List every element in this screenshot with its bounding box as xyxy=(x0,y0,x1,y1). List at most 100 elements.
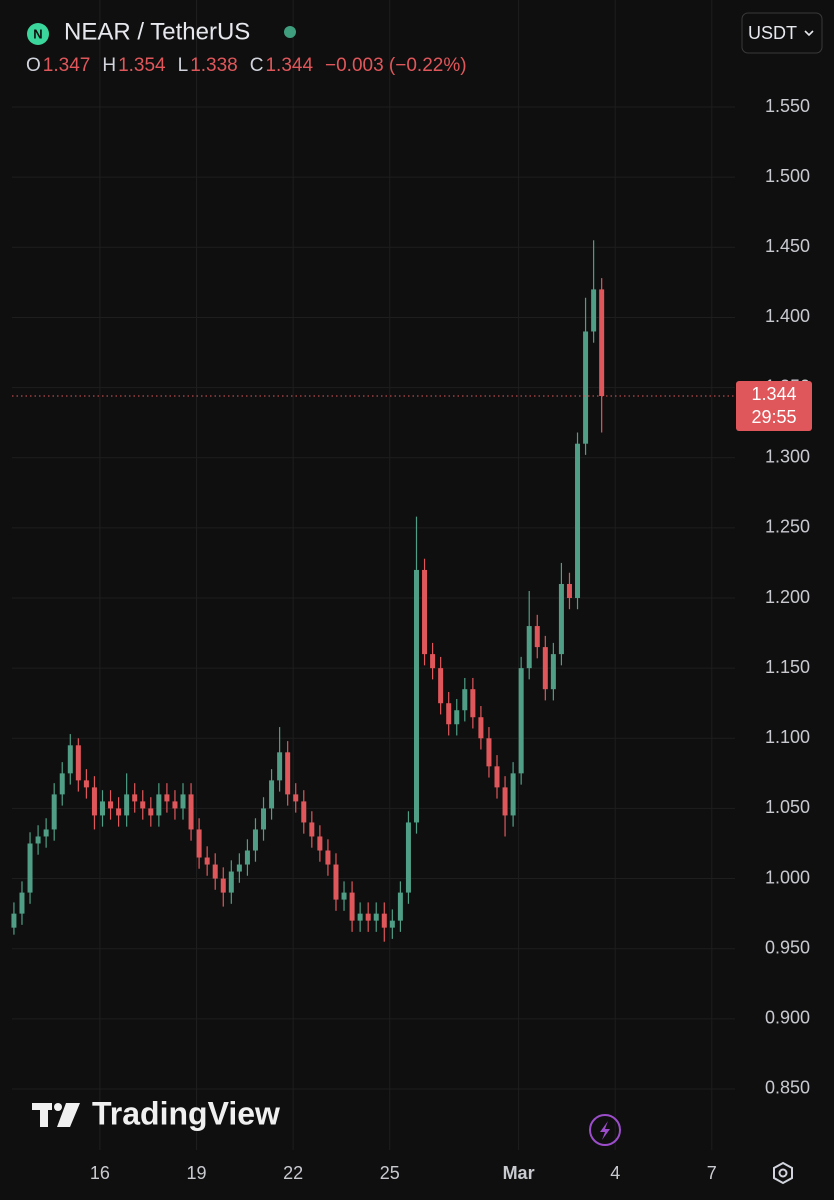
candle-body xyxy=(293,794,299,802)
y-tick-label: 1.100 xyxy=(765,727,810,747)
candle-body xyxy=(59,773,65,795)
legend-value: 1.344 xyxy=(265,55,313,76)
candle-body xyxy=(389,920,395,928)
y-tick-label: 0.900 xyxy=(765,1008,810,1028)
legend-value: 1.338 xyxy=(190,55,238,76)
candle-body xyxy=(252,829,258,851)
y-tick-label: 1.150 xyxy=(765,657,810,677)
legend-value: 1.354 xyxy=(118,55,166,76)
candle-body xyxy=(19,892,25,914)
candle-body xyxy=(220,878,226,893)
ohlc-legend: O 1.347 H 1.354 L 1.338 C 1.344 −0.003 (−0.22%) xyxy=(26,55,467,76)
symbol-logo xyxy=(27,23,49,45)
candle-body xyxy=(148,808,154,816)
candle-body xyxy=(357,913,363,921)
legend-change: −0.003 (−0.22%) xyxy=(325,55,467,76)
candle-body xyxy=(285,752,291,795)
candle-body xyxy=(180,794,186,809)
candle-body xyxy=(405,822,411,893)
candle-body xyxy=(526,626,532,669)
candle-body xyxy=(365,913,371,921)
candle-body xyxy=(422,569,428,655)
legend-key: O xyxy=(26,55,41,76)
y-tick-label: 1.500 xyxy=(765,166,810,186)
candle-body xyxy=(91,787,97,816)
candle-body xyxy=(550,654,556,690)
candle-body xyxy=(534,626,540,648)
candle-body xyxy=(83,780,89,788)
candle-body xyxy=(518,668,524,774)
candle-body xyxy=(244,850,250,865)
legend-value: 1.347 xyxy=(43,55,91,76)
candle-body xyxy=(27,843,33,893)
x-tick-label: 25 xyxy=(380,1163,400,1183)
candle-body xyxy=(510,773,516,816)
candle-body xyxy=(349,892,355,921)
grid: 0.850 0.900 0.950 1.000 1.050 1.100 1.150 1.200… xyxy=(12,0,810,1183)
candle-body xyxy=(196,829,202,858)
candle-body xyxy=(124,794,130,816)
candle-body xyxy=(413,569,419,823)
y-tick-label: 1.250 xyxy=(765,517,810,537)
legend-key: L xyxy=(178,55,189,76)
candle-body xyxy=(172,801,178,809)
candle-body xyxy=(454,710,460,725)
x-tick-label: 16 xyxy=(90,1163,110,1183)
candle-body xyxy=(599,289,605,397)
candle-body xyxy=(381,913,387,928)
watermark: TradingView xyxy=(92,1095,280,1131)
candle-body xyxy=(301,801,307,823)
candle-body xyxy=(502,787,508,816)
candle-body xyxy=(228,871,234,893)
lightning-button[interactable] xyxy=(589,1114,621,1146)
candle-body xyxy=(108,801,114,809)
candle-body xyxy=(269,780,275,809)
candle-body xyxy=(35,836,41,844)
countdown: 29:55 xyxy=(751,407,796,427)
currency-button[interactable] xyxy=(741,12,823,54)
logo-letter: N xyxy=(33,26,42,41)
candle-body xyxy=(462,689,468,711)
x-tick-label: 22 xyxy=(283,1163,303,1183)
x-tick-label: 4 xyxy=(610,1163,620,1183)
candle-body xyxy=(438,668,444,704)
y-tick-label: 1.300 xyxy=(765,446,810,466)
symbol-name: NEAR / TetherUS xyxy=(64,18,250,45)
candle-body xyxy=(341,892,347,900)
candle-body xyxy=(116,808,122,816)
y-tick-label: 1.000 xyxy=(765,867,810,887)
candle-body xyxy=(373,913,379,921)
candle-body xyxy=(325,850,331,865)
y-tick-label: 1.550 xyxy=(765,96,810,116)
candle-body xyxy=(132,794,138,802)
last-price-label: 1.344 xyxy=(751,384,796,404)
candle-body xyxy=(566,583,572,599)
candle-body xyxy=(99,801,105,816)
candle-body xyxy=(333,864,339,900)
candle-body xyxy=(583,331,589,444)
candle-body xyxy=(494,766,500,788)
candle-body xyxy=(397,892,403,921)
watermark-logo xyxy=(32,1103,80,1127)
candle-body xyxy=(75,745,81,781)
y-tick-label: 1.450 xyxy=(765,236,810,256)
y-tick-label: 0.950 xyxy=(765,937,810,957)
last-price-box xyxy=(736,381,812,432)
settings-button[interactable] xyxy=(773,1161,793,1185)
overlay: 1.344 29:55 xyxy=(12,381,812,432)
candle-body xyxy=(542,647,548,690)
candle-body xyxy=(478,717,484,739)
currency-label[interactable]: USDT xyxy=(748,23,797,43)
status-dot xyxy=(284,26,296,38)
x-tick-label: 7 xyxy=(707,1163,717,1183)
y-tick-label: 0.850 xyxy=(765,1078,810,1098)
legend-key: C xyxy=(250,55,264,76)
legend-key: H xyxy=(102,55,116,76)
candle-body xyxy=(486,738,492,767)
y-tick-label: 1.400 xyxy=(765,306,810,326)
candle-body xyxy=(446,703,452,725)
candle-body xyxy=(156,794,162,816)
x-tick-label: Mar xyxy=(503,1163,535,1183)
